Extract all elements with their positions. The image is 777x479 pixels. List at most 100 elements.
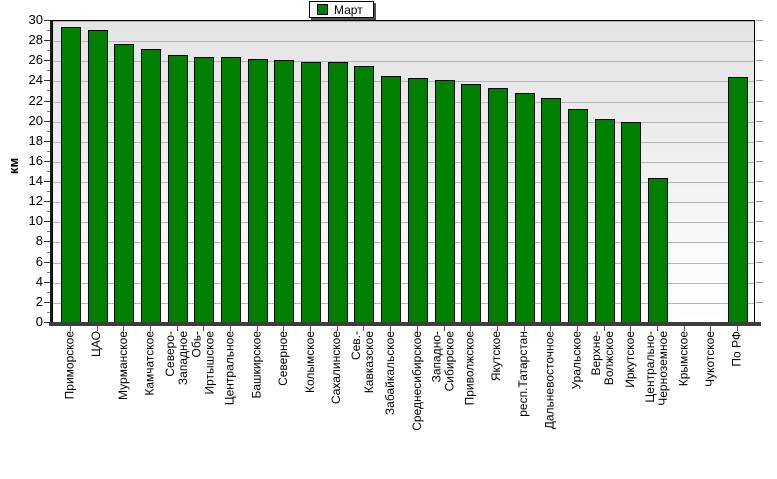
bar [61, 27, 81, 323]
x-axis-tick [283, 326, 284, 331]
bar [354, 66, 374, 323]
x-axis-label-text: Верхне- Волжское [589, 331, 617, 386]
gridline [53, 262, 754, 264]
y-axis-tick-label: 10 [28, 213, 43, 229]
y-axis-tick [44, 221, 50, 223]
right-axis-tick [756, 261, 763, 263]
right-axis-tick [756, 120, 763, 122]
bar [461, 84, 481, 323]
right-axis-tick [756, 140, 763, 142]
x-axis-label-text: Башкирское [249, 331, 264, 399]
x-axis-tick [550, 326, 551, 331]
gridline [53, 222, 754, 224]
right-axis-tick [756, 60, 763, 62]
right-axis-tick [756, 241, 763, 243]
x-axis-tick [363, 326, 364, 331]
x-axis-tick [737, 326, 738, 331]
x-axis-label-text: Забайкальское [382, 331, 397, 416]
gridline [53, 41, 754, 43]
y-axis-tick [44, 201, 50, 203]
bar [274, 60, 294, 323]
x-axis-label-text: Уральское [569, 331, 584, 390]
gridline [53, 101, 754, 103]
y-axis-tick-label: 26 [28, 52, 43, 68]
gridline [53, 121, 754, 123]
y-axis-minor-tick [47, 211, 50, 213]
bar [381, 76, 401, 323]
y-axis-tick-label: 0 [35, 314, 43, 329]
right-axis-tick [756, 201, 763, 203]
y-axis-tick [44, 181, 50, 183]
y-axis-minor-tick [47, 30, 50, 32]
y-axis-tick [44, 120, 50, 122]
x-axis-label-text: Северное [275, 331, 290, 386]
y-axis-minor-tick [47, 271, 50, 273]
x-axis-tick [257, 326, 258, 331]
bar [408, 78, 428, 323]
y-axis-line [50, 20, 52, 326]
x-axis-label-text: респ.Татарстан [516, 331, 531, 417]
gridline [53, 81, 754, 83]
x-axis-tick [177, 326, 178, 331]
bar [168, 55, 188, 323]
x-axis-tick [203, 326, 204, 331]
gridline [53, 242, 754, 244]
bar [435, 80, 455, 323]
x-axis-tick [310, 326, 311, 331]
bar [568, 109, 588, 323]
x-axis-tick [97, 326, 98, 331]
y-axis-tick-label: 2 [35, 293, 43, 309]
gridline [53, 282, 754, 284]
x-axis-label-text: Приморское [62, 331, 77, 400]
right-axis-tick [756, 181, 763, 183]
y-axis-minor-tick [47, 291, 50, 293]
legend: Март [309, 1, 374, 18]
y-axis-tick [44, 322, 50, 323]
y-axis-tick-label: 24 [28, 72, 43, 88]
bar [221, 57, 241, 323]
gridline [53, 141, 754, 143]
right-axis-tick [756, 100, 763, 102]
gridline [53, 61, 754, 63]
bar [515, 93, 535, 323]
y-axis-tick [44, 241, 50, 243]
right-axis-tick [756, 301, 763, 303]
bar [541, 98, 561, 323]
x-axis-label-text: По РФ [729, 331, 744, 367]
bar [328, 62, 348, 323]
y-axis-tick-label: 8 [35, 233, 43, 249]
bar [114, 44, 134, 323]
right-axis-tick [756, 281, 763, 283]
bar [648, 178, 668, 323]
y-axis-tick-label: 28 [28, 32, 43, 48]
y-axis-minor-tick [47, 50, 50, 52]
x-axis-label-text: Крымское [676, 331, 691, 387]
y-axis-minor-tick [47, 231, 50, 233]
x-axis-label-text: Обь- Иртышское [189, 331, 217, 395]
y-axis-tick-label: 6 [35, 253, 43, 269]
y-axis-minor-tick [47, 311, 50, 313]
plot-area [52, 20, 755, 323]
y-axis-minor-tick [47, 110, 50, 112]
x-axis-tick [337, 326, 338, 331]
right-axis-tick [756, 221, 763, 223]
x-axis-tick [497, 326, 498, 331]
x-axis-label-text: Иркутское [622, 331, 637, 388]
x-axis-tick [657, 326, 658, 331]
x-axis-tick [524, 326, 525, 331]
x-axis-label-text: Чукотское [702, 331, 717, 387]
gridline [53, 302, 754, 304]
right-axis-tick [756, 40, 763, 42]
x-axis-tick [70, 326, 71, 331]
right-axis-tick [756, 160, 763, 162]
y-axis-tick [44, 100, 50, 102]
x-axis-label-text: ЦАО [89, 331, 104, 357]
x-axis-label-text: Колымское [302, 331, 317, 394]
y-axis-tick-label: 14 [28, 173, 43, 189]
y-axis-tick [44, 301, 50, 303]
y-axis-tick-label: 30 [28, 12, 43, 27]
x-axis-label-text: Мурманское [115, 331, 130, 400]
x-axis-tick [390, 326, 391, 331]
x-axis-label-text: Северо- Западное [162, 331, 190, 386]
